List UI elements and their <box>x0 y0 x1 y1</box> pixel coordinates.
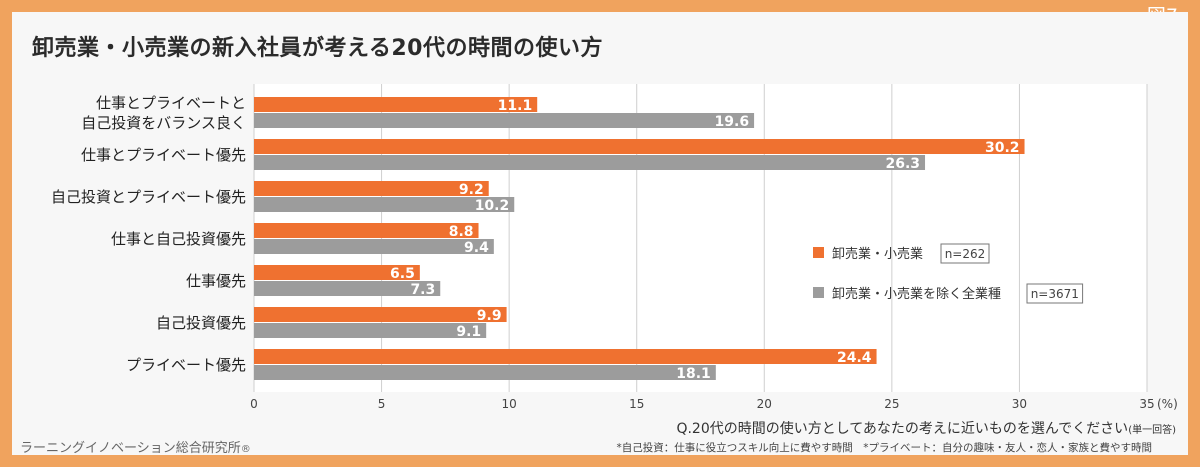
data-label: 9.4 <box>464 240 489 256</box>
bar <box>254 197 515 212</box>
bar <box>254 349 877 364</box>
question-note: (単一回答) <box>1128 425 1176 436</box>
bar <box>254 365 716 380</box>
chart-title: 卸売業・小売業の新入社員が考える20代の時間の使い方 <box>32 36 603 61</box>
legend-label: 卸売業・小売業を除く全業種 <box>832 286 1001 302</box>
bar <box>254 97 538 112</box>
x-tick-label: 20 <box>757 397 772 411</box>
legend-n-box <box>1026 283 1084 304</box>
x-tick-label: 5 <box>378 397 386 411</box>
data-label: 19.6 <box>715 114 750 130</box>
bar <box>254 223 479 238</box>
legend-label: 卸売業・小売業 <box>832 246 923 262</box>
question-text: Q.20代の時間の使い方としてあなたの考えに近いものを選んでください <box>676 421 1129 437</box>
x-tick-label: 35 <box>1139 397 1154 411</box>
data-label: 18.1 <box>676 366 711 382</box>
data-label: 8.8 <box>449 224 474 240</box>
legend-n-label: n=3671 <box>1031 287 1079 301</box>
bar <box>254 239 494 254</box>
footnote: *自己投資：仕事に役立つスキル向上に費やす時間 *プライベート：自分の趣味・友人… <box>616 442 1153 454</box>
data-label: 26.3 <box>885 156 920 172</box>
registered-mark: ® <box>240 444 251 455</box>
data-label: 9.1 <box>456 324 481 340</box>
bar <box>254 281 441 296</box>
category-label: 仕事と自己投資優先 <box>111 230 246 248</box>
category-label: 仕事とプライベートと <box>96 94 246 112</box>
category-label: 自己投資とプライベート優先 <box>51 188 246 206</box>
data-label: 9.2 <box>459 182 484 198</box>
bar <box>254 265 420 280</box>
legend-n-box <box>940 243 990 264</box>
survey-question: Q.20代の時間の使い方としてあなたの考えに近いものを選んでください(単一回答) <box>676 418 1176 438</box>
data-label: 10.2 <box>475 198 510 214</box>
legend-swatch <box>813 287 824 298</box>
data-label: 24.4 <box>837 350 872 366</box>
data-label: 9.9 <box>477 308 502 324</box>
bar <box>254 113 755 128</box>
x-tick-label: 30 <box>1012 397 1027 411</box>
data-label: 7.3 <box>410 282 435 298</box>
category-label: 仕事とプライベート優先 <box>81 146 246 164</box>
bar <box>254 307 507 322</box>
bar <box>254 181 489 196</box>
x-tick-label: 10 <box>502 397 517 411</box>
data-label: 6.5 <box>390 266 415 282</box>
x-tick-label: 15 <box>629 397 644 411</box>
data-label: 30.2 <box>985 140 1020 156</box>
x-tick-label: 0 <box>250 397 258 411</box>
legend-swatch <box>813 247 824 258</box>
category-label: 自己投資をバランス良く <box>81 114 246 132</box>
legend-n-label: n=262 <box>945 247 986 261</box>
organization-name: ラーニングイノベーション総合研究所 <box>20 441 241 456</box>
category-label: 仕事優先 <box>186 272 246 290</box>
category-label: プライベート優先 <box>126 356 246 374</box>
bar <box>254 155 926 170</box>
x-axis-unit: (%) <box>1157 397 1178 411</box>
bar <box>254 323 487 338</box>
footer-organization: ラーニングイノベーション総合研究所® <box>20 437 251 456</box>
data-label: 11.1 <box>498 98 533 114</box>
bar <box>254 139 1025 154</box>
category-label: 自己投資優先 <box>156 314 246 332</box>
x-tick-label: 25 <box>884 397 899 411</box>
